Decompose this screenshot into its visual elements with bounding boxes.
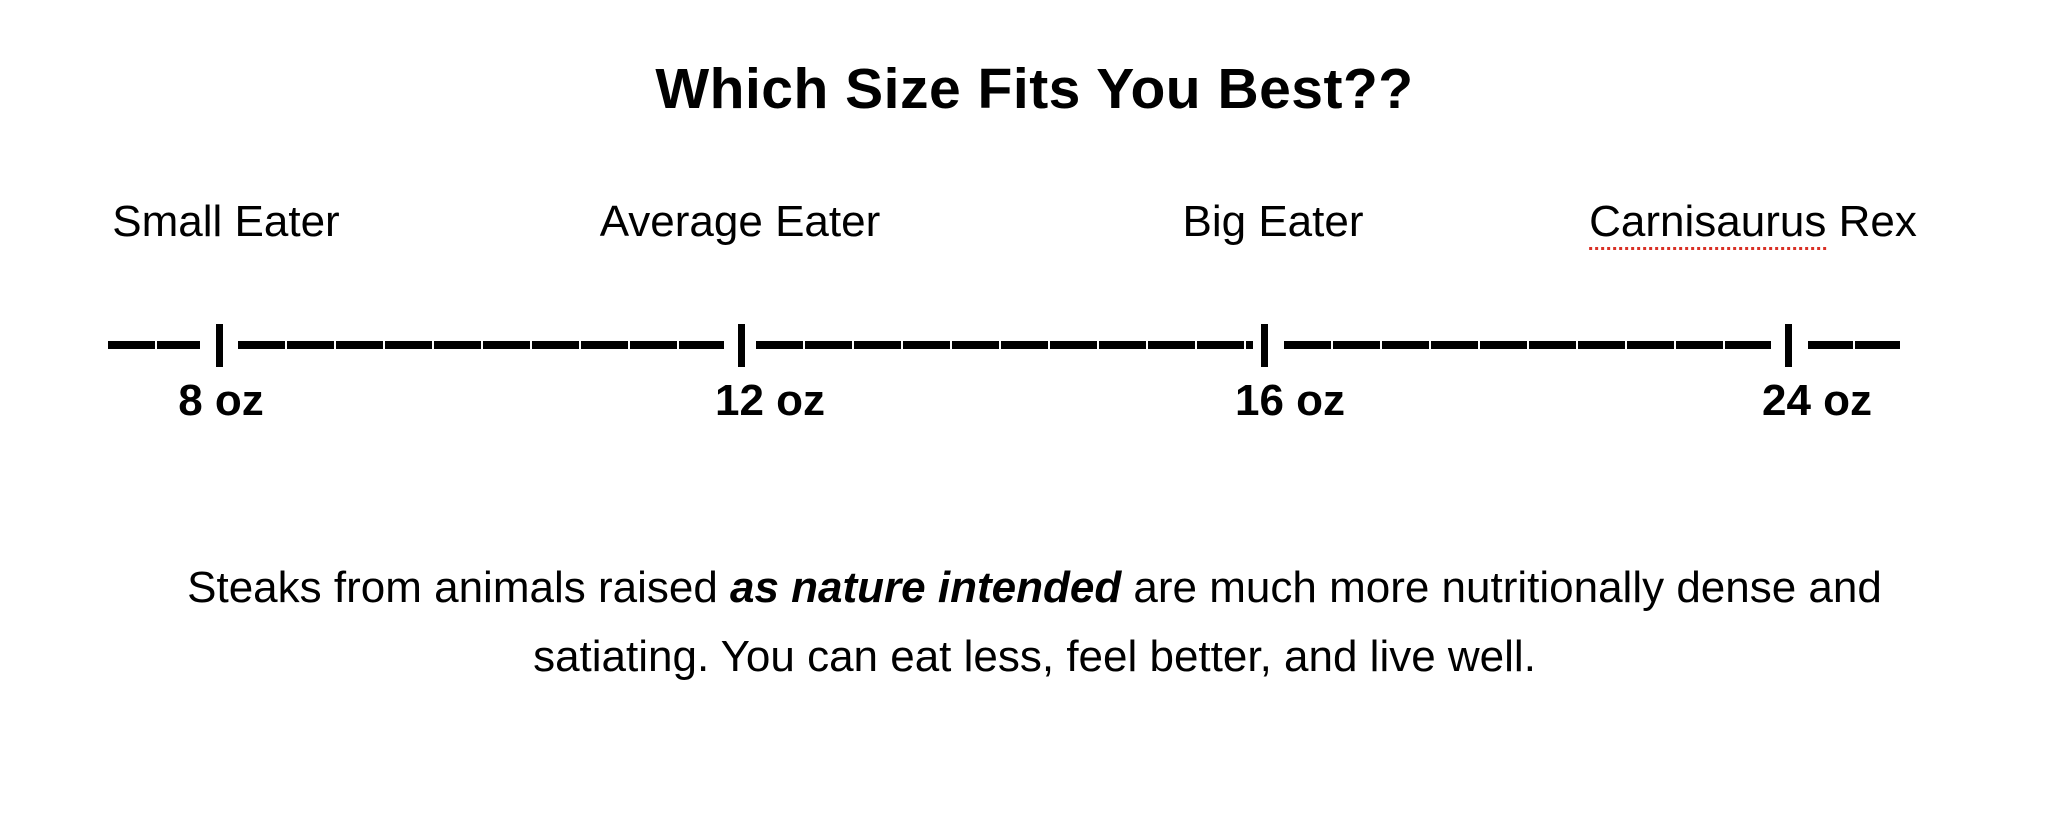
misspelled-word-underline: Carnisaurus [1589, 197, 1827, 250]
ruler-segment [238, 341, 724, 349]
label-average-eater: Average Eater [599, 197, 881, 246]
label-rest: Rex [1826, 197, 1917, 246]
ruler-tick-12oz [738, 324, 745, 367]
label-carnisaurus-rex: Carnisaurus Rex [1589, 197, 1917, 250]
label-small-eater: Small Eater [112, 197, 340, 246]
paragraph-line-1: Steaks from animals raised as nature int… [55, 553, 2015, 622]
ruler-tick-24oz [1785, 324, 1792, 367]
paragraph-text: are much more nutritionally dense and [1121, 563, 1882, 612]
ruler-segment [756, 341, 1253, 349]
label-big-eater: Big Eater [1182, 197, 1364, 246]
ruler-segment [1284, 341, 1771, 349]
description-paragraph: Steaks from animals raised as nature int… [55, 553, 2015, 691]
ruler-segment [1808, 341, 1902, 349]
ruler-tick-16oz [1261, 324, 1268, 367]
ruler-tick-8oz [216, 324, 223, 367]
page-title: Which Size Fits You Best?? [655, 57, 1414, 121]
size-label-16oz: 16 oz [1234, 376, 1346, 425]
size-label-12oz: 12 oz [714, 376, 826, 425]
size-label-24oz: 24 oz [1761, 376, 1873, 425]
size-label-8oz: 8 oz [178, 376, 264, 425]
paragraph-line-2: satiating. You can eat less, feel better… [533, 632, 1536, 681]
ruler-segment [108, 341, 200, 349]
paragraph-emphasis: as nature intended [730, 563, 1122, 612]
paragraph-text: Steaks from animals raised [187, 563, 731, 612]
